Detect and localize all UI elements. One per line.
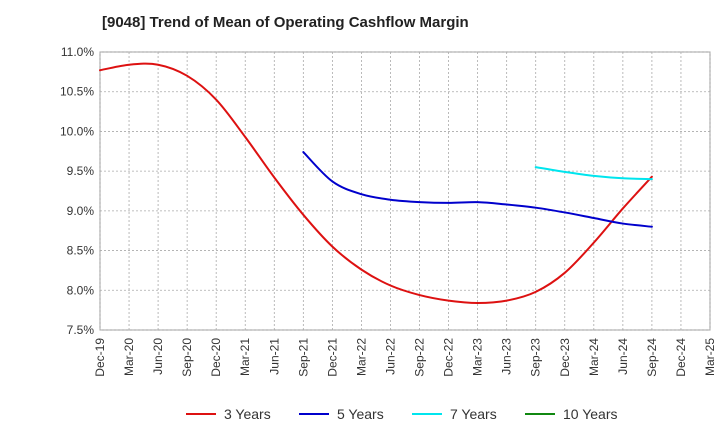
y-tick-label: 7.5%	[67, 323, 95, 337]
x-tick-label: Mar-20	[122, 338, 136, 376]
x-tick-label: Dec-20	[209, 338, 223, 377]
x-tick-label: Sep-22	[413, 338, 427, 377]
x-tick-label: Jun-23	[500, 338, 514, 375]
x-tick-label: Mar-24	[587, 338, 601, 376]
legend-label: 10 Years	[563, 406, 618, 422]
x-tick-label: Mar-25	[703, 338, 717, 376]
x-tick-label: Dec-23	[558, 338, 572, 377]
legend-label: 5 Years	[337, 406, 384, 422]
y-tick-label: 8.0%	[67, 283, 95, 297]
legend-label: 3 Years	[224, 406, 271, 422]
y-tick-label: 9.0%	[67, 204, 95, 218]
series-line-2	[302, 151, 653, 228]
series-line-3	[534, 166, 653, 181]
chart-title: [9048] Trend of Mean of Operating Cashfl…	[102, 14, 469, 31]
y-tick-label: 8.5%	[67, 244, 95, 258]
legend-label: 7 Years	[450, 406, 497, 422]
x-tick-label: Dec-22	[442, 338, 456, 377]
x-tick-label: Jun-24	[616, 338, 630, 375]
x-tick-label: Sep-23	[529, 338, 543, 377]
x-tick-label: Jun-21	[267, 338, 281, 375]
x-tick-label: Dec-21	[325, 338, 339, 377]
plot-area	[99, 51, 711, 331]
y-tick-label: 10.5%	[60, 85, 94, 99]
x-tick-label: Sep-24	[645, 338, 659, 377]
y-tick-label: 11.0%	[61, 45, 94, 59]
x-tick-label: Mar-21	[238, 338, 252, 376]
x-tick-label: Jun-22	[383, 338, 397, 375]
x-tick-label: Mar-22	[354, 338, 368, 376]
series-line-1	[99, 62, 653, 304]
x-tick-label: Jun-20	[151, 338, 165, 375]
x-tick-label: Sep-21	[296, 338, 310, 377]
x-tick-label: Dec-19	[93, 338, 107, 377]
x-tick-label: Sep-20	[180, 338, 194, 377]
x-tick-label: Mar-23	[471, 338, 485, 376]
y-tick-label: 10.0%	[60, 124, 94, 138]
x-tick-label: Dec-24	[674, 338, 688, 377]
y-tick-label: 9.5%	[67, 164, 95, 178]
